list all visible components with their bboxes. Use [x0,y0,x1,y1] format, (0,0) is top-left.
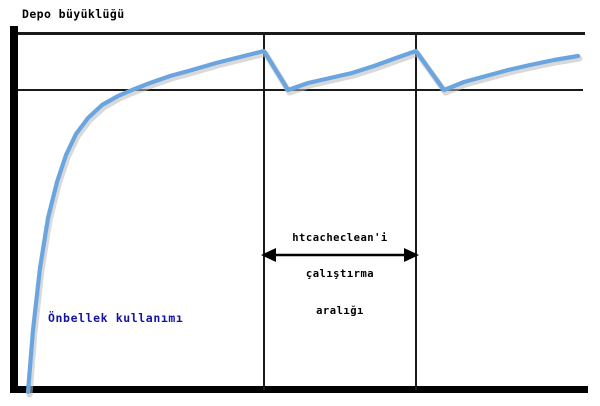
page-title: Depo büyüklüğü [22,7,125,21]
annotation-line-1: htcacheclean'i [292,232,388,245]
vline-htcacheclean-run-1 [263,34,265,390]
interval-arrow-head-right [404,248,419,262]
gridline-depo-buyuklugu [18,32,585,35]
series-label-cache-usage: Önbellek kullanımı [48,311,184,325]
cache-usage-curve-shadow [26,50,583,398]
y-axis [10,26,18,392]
annotation-line-3: aralığı [316,304,364,317]
cache-usage-curve [25,48,581,395]
annotation-htcacheclean-interval: htcacheclean'i çalıştırma aralığı [264,208,416,341]
interval-arrow [261,248,419,262]
annotation-line-2: çalıştırma [305,268,375,281]
interval-arrow-head-left [261,248,276,262]
vline-htcacheclean-run-2 [415,34,417,390]
x-axis [10,386,588,393]
